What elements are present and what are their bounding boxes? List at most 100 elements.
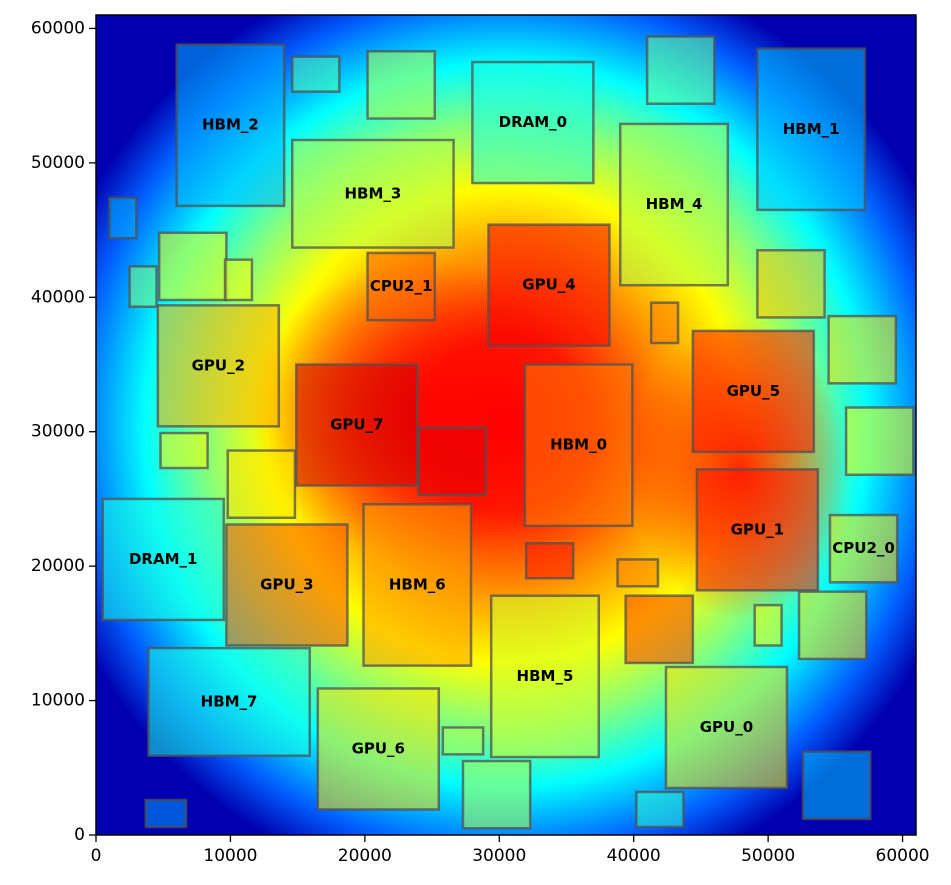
block-hbm-4: HBM_4	[619, 122, 730, 287]
block-label: HBM_6	[389, 575, 446, 593]
x-axis: 0 10000 20000 30000 40000 50000 60000	[91, 835, 930, 866]
block-unlabeled-33	[624, 594, 695, 665]
block-rect	[147, 646, 311, 757]
block-rect	[157, 231, 228, 302]
block-label: DRAM_1	[129, 550, 197, 568]
blocks-layer: HBM_2 DRAM_0 HBM_1 HBM_3 HBM_4 CPU2_1 GPU_4 GPU…	[101, 35, 915, 830]
block-rect	[417, 426, 488, 497]
block-unlabeled-11	[223, 258, 254, 302]
block-unlabeled-2	[366, 50, 437, 120]
block-rect	[756, 248, 826, 319]
block-label: GPU_0	[700, 718, 753, 736]
x-tick-label: 60000	[876, 846, 930, 866]
block-rect	[441, 726, 485, 756]
block-rect	[828, 513, 899, 584]
block-gpu-4: GPU_4	[487, 223, 611, 347]
block-cpu2-0: CPU2_0	[828, 513, 899, 584]
block-rect	[753, 603, 783, 647]
block-hbm-2: HBM_2	[175, 43, 286, 208]
block-rect	[524, 542, 575, 580]
block-cpu2-1: CPU2_1	[366, 251, 437, 322]
y-axis: 0 10000 20000 30000 40000 50000 60000	[31, 18, 96, 845]
x-tick-label: 50000	[741, 846, 795, 866]
block-hbm-5: HBM_5	[489, 594, 601, 759]
y-tick-label: 30000	[31, 422, 85, 442]
block-rect	[635, 790, 685, 829]
block-unlabeled-23	[844, 406, 915, 476]
block-hbm-0: HBM_0	[523, 363, 634, 528]
block-unlabeled-39	[441, 726, 485, 756]
block-rect	[664, 665, 789, 790]
y-tick-label: 40000	[31, 287, 85, 307]
block-unlabeled-24	[226, 449, 297, 520]
block-unlabeled-9	[157, 231, 228, 302]
block-rect	[756, 47, 867, 212]
block-rect	[619, 122, 730, 287]
block-rect	[489, 594, 601, 759]
block-rect	[291, 138, 455, 249]
y-tick-label: 50000	[31, 153, 85, 173]
block-gpu-6: GPU_6	[316, 687, 441, 811]
block-unlabeled-43	[144, 798, 188, 829]
block-rect	[159, 431, 209, 470]
block-label: HBM_3	[344, 184, 401, 202]
block-unlabeled-35	[753, 603, 783, 647]
block-rect	[645, 35, 716, 105]
x-tick-label: 40000	[607, 846, 661, 866]
block-unlabeled-40	[461, 759, 532, 830]
block-label: HBM_2	[202, 116, 259, 134]
block-label: CPU2_1	[370, 277, 433, 295]
block-label: CPU2_0	[832, 539, 895, 557]
block-label: GPU_6	[352, 739, 405, 757]
block-gpu-1: GPU_1	[695, 468, 820, 592]
y-tick-label: 10000	[31, 691, 85, 711]
plot-area: HBM_2 DRAM_0 HBM_1 HBM_3 HBM_4 CPU2_1 GPU_4 GPU…	[96, 15, 916, 835]
block-rect	[156, 304, 281, 428]
block-rect	[225, 523, 349, 647]
block-rect	[128, 265, 158, 308]
block-dram-1: DRAM_1	[101, 497, 225, 622]
block-rect	[144, 798, 188, 829]
block-unlabeled-10	[128, 265, 158, 308]
block-rect	[366, 50, 437, 120]
block-label: GPU_2	[192, 356, 245, 374]
block-gpu-2: GPU_2	[156, 304, 281, 428]
block-unlabeled-4	[645, 35, 716, 105]
block-gpu-5: GPU_5	[691, 329, 816, 454]
block-rect	[695, 468, 820, 592]
block-rect	[226, 449, 297, 520]
block-rect	[362, 503, 473, 667]
block-unlabeled-31	[616, 558, 660, 588]
block-label: GPU_7	[330, 416, 383, 434]
block-rect	[487, 223, 611, 347]
block-unlabeled-6	[108, 196, 138, 240]
block-label: GPU_3	[260, 575, 313, 593]
block-rect	[797, 590, 868, 661]
block-label: HBM_4	[646, 195, 703, 213]
block-hbm-3: HBM_3	[291, 138, 455, 249]
block-rect	[108, 196, 138, 240]
block-label: HBM_7	[201, 692, 258, 710]
block-rect	[471, 60, 595, 185]
x-tick-label: 0	[91, 846, 102, 866]
y-tick-label: 60000	[31, 18, 85, 38]
block-unlabeled-15	[649, 301, 680, 345]
block-label: HBM_0	[550, 436, 607, 454]
block-unlabeled-22	[159, 431, 209, 470]
block-unlabeled-41	[635, 790, 685, 829]
block-hbm-1: HBM_1	[756, 47, 867, 212]
block-gpu-0: GPU_0	[664, 665, 789, 790]
block-label: HBM_1	[783, 120, 840, 138]
x-tick-label: 30000	[472, 846, 526, 866]
block-gpu-7: GPU_7	[295, 363, 419, 487]
y-tick-label: 20000	[31, 556, 85, 576]
block-rect	[691, 329, 816, 454]
y-tick-label: 0	[74, 825, 85, 845]
block-label: GPU_5	[727, 382, 780, 400]
block-rect	[827, 314, 898, 385]
block-hbm-7: HBM_7	[147, 646, 311, 757]
plot-frame	[95, 14, 917, 836]
block-rect	[101, 497, 225, 622]
block-unlabeled-34	[797, 590, 868, 661]
